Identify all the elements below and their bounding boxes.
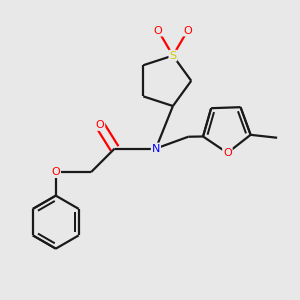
Text: O: O [183, 26, 192, 36]
Text: O: O [96, 120, 104, 130]
Text: O: O [223, 148, 232, 158]
Text: O: O [154, 26, 163, 36]
Text: O: O [51, 167, 60, 177]
Text: S: S [169, 51, 176, 61]
Text: N: N [152, 143, 160, 154]
